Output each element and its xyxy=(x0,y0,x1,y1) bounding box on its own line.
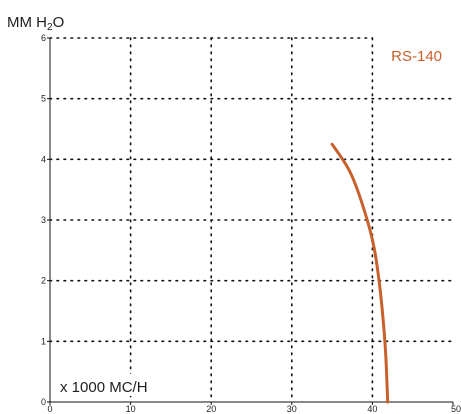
legend: RS-140 xyxy=(391,48,442,65)
y-tick-label: 3 xyxy=(41,215,46,225)
x-tick-label: 10 xyxy=(126,404,136,414)
y-axis-label-subscript: 2 xyxy=(47,22,53,33)
x-tick-label: 30 xyxy=(287,404,297,414)
x-tick-label: 0 xyxy=(47,404,52,414)
y-tick-label: 2 xyxy=(41,276,46,286)
series-label-rs-140: RS-140 xyxy=(391,48,442,65)
y-tick-label: 0 xyxy=(41,397,46,407)
gridlines xyxy=(49,37,454,403)
x-tick-label: 40 xyxy=(367,404,377,414)
y-tick-label: 1 xyxy=(41,336,46,346)
x-tick-label: 20 xyxy=(206,404,216,414)
x-tick-label: 50 xyxy=(451,404,461,414)
y-axis-label-main: MM H xyxy=(7,14,47,31)
tick-labels: 0 1 2 3 4 5 6 0 10 20 30 40 50 xyxy=(41,33,461,414)
y-axis-label: MM H2O xyxy=(7,14,64,33)
x-axis-label: x 1000 MC/H xyxy=(60,379,148,396)
series-line-rs-140 xyxy=(330,142,390,404)
x-axis-label-backdrop xyxy=(54,374,172,396)
y-tick-label: 6 xyxy=(41,33,46,43)
axes xyxy=(47,37,454,405)
y-tick-label: 4 xyxy=(41,154,46,164)
y-axis-label-tail: O xyxy=(53,14,65,31)
series xyxy=(330,142,390,404)
y-tick-label: 5 xyxy=(41,94,46,104)
